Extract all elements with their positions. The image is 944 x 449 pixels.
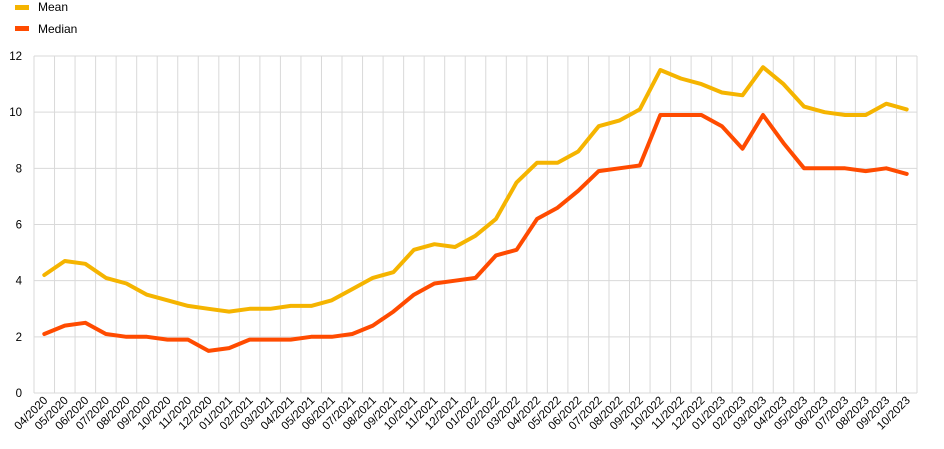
legend-swatch-mean [15,5,29,10]
y-tick-label: 0 [16,388,22,400]
grid-lines [33,55,918,394]
legend-label-median: Median [38,22,77,36]
y-tick-label: 8 [16,163,22,175]
legend-swatch-median [15,26,29,31]
legend-label-mean: Mean [38,0,68,14]
legend: Mean Median [15,0,77,36]
y-tick-label: 2 [16,332,22,344]
y-tick-label: 12 [9,51,22,63]
series-lines [42,65,909,353]
series-line-mean [42,65,909,314]
y-tick-label: 10 [9,107,22,119]
y-axis-ticks: 0 2 4 6 8 10 12 [9,51,22,400]
y-tick-label: 6 [16,220,22,232]
x-axis-ticks: 04/202005/202006/202007/202008/202009/20… [13,395,913,433]
y-tick-label: 4 [16,276,23,288]
series-line-median [42,113,909,353]
